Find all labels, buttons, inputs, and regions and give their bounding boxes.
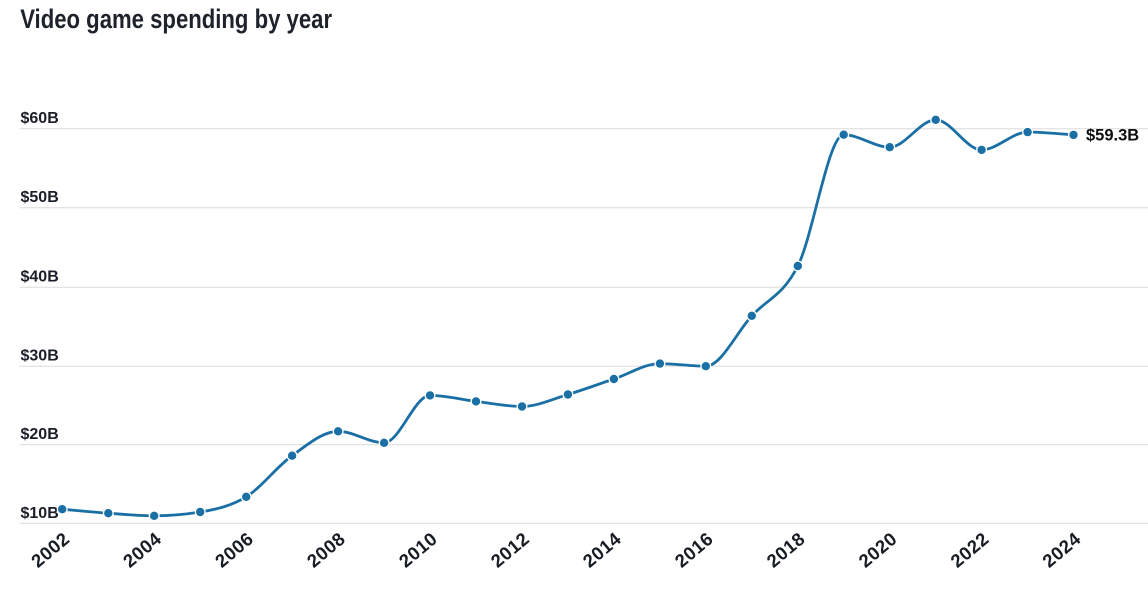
svg-text:$40B: $40B: [21, 269, 59, 286]
svg-text:2024: 2024: [1038, 528, 1085, 572]
svg-text:2006: 2006: [211, 528, 258, 572]
svg-text:$20B: $20B: [21, 426, 59, 443]
svg-text:2010: 2010: [395, 528, 442, 572]
svg-text:Video game spending by year: Video game spending by year: [20, 5, 332, 35]
svg-text:$59.3B: $59.3B: [1086, 127, 1139, 145]
svg-text:$30B: $30B: [21, 348, 59, 365]
svg-text:2020: 2020: [854, 528, 901, 572]
svg-text:$10B: $10B: [21, 505, 59, 522]
svg-text:2002: 2002: [27, 528, 74, 572]
svg-text:2012: 2012: [487, 528, 534, 572]
svg-text:$60B: $60B: [21, 110, 59, 127]
svg-text:2018: 2018: [762, 528, 809, 572]
svg-text:2004: 2004: [119, 528, 166, 572]
svg-text:2008: 2008: [303, 528, 350, 572]
svg-text:2016: 2016: [671, 528, 718, 572]
svg-text:$50B: $50B: [21, 189, 59, 206]
svg-text:2022: 2022: [946, 528, 993, 572]
svg-text:2014: 2014: [579, 528, 626, 572]
